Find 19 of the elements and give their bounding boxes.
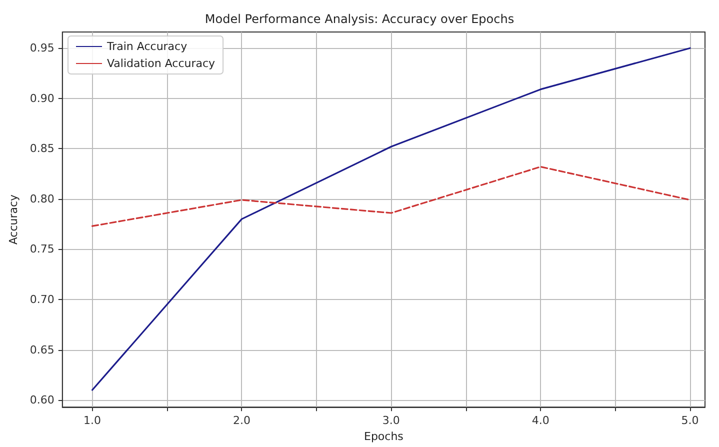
x-tick-label: 5.0 [681, 414, 699, 428]
y-tick-label: 0.60 [30, 394, 54, 407]
y-tick-label: 0.75 [30, 242, 54, 256]
x-tick-label: 2.0 [232, 414, 250, 428]
x-tick-label: 3.0 [382, 414, 400, 428]
legend-label: Validation Accuracy [107, 57, 216, 70]
y-tick-label: 0.70 [30, 293, 54, 306]
x-tick-label: 1.0 [84, 414, 102, 428]
legend-label: Train Accuracy [106, 40, 188, 53]
y-tick-label: 0.85 [30, 142, 54, 156]
y-tick-label: 0.95 [30, 42, 54, 55]
y-tick-label: 0.80 [30, 192, 54, 206]
x-tick-label: 4.0 [532, 414, 550, 428]
x-axis-title: Epochs [364, 430, 404, 443]
y-tick-label: 0.65 [30, 343, 54, 356]
chart-title: Model Performance Analysis: Accuracy over Epochs [204, 12, 514, 26]
y-tick-label: 0.90 [30, 92, 54, 105]
y-axis-title: Accuracy [7, 194, 20, 245]
line-series [91, 166, 691, 227]
